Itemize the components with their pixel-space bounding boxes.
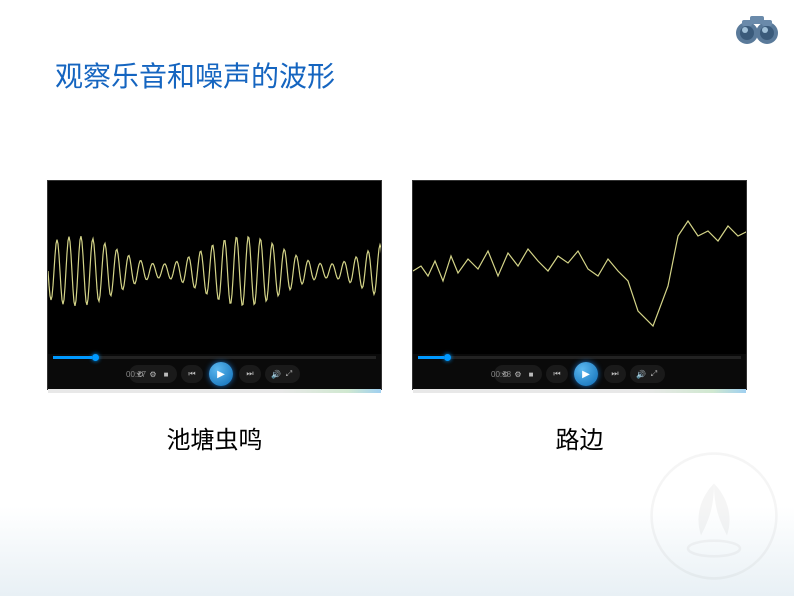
- waveform-display: [48, 181, 381, 356]
- fullscreen-button[interactable]: ⤢: [284, 369, 294, 379]
- prev-button[interactable]: ⏮: [552, 369, 562, 379]
- next-button[interactable]: ⏭: [610, 369, 620, 379]
- time-label: 00:27: [126, 370, 146, 379]
- stop-button[interactable]: ■: [161, 369, 171, 379]
- waveform-display: [413, 181, 746, 356]
- stop-button[interactable]: ■: [526, 369, 536, 379]
- volume-button[interactable]: 🔊: [271, 369, 281, 379]
- panel-caption: 路边: [556, 420, 604, 455]
- binoculars-icon: [732, 8, 782, 48]
- settings-button[interactable]: ⚙: [148, 369, 158, 379]
- waveform-panel-1: 00:38⟲⚙■⏮▶⏭🔊⤢路边: [412, 180, 747, 455]
- progress-bar[interactable]: [418, 356, 741, 359]
- player-controls: 00:27⟲⚙■⏮▶⏭🔊⤢: [48, 354, 381, 389]
- taskbar-strip: [48, 389, 381, 393]
- page-title: 观察乐音和噪声的波形: [55, 55, 335, 95]
- panel-caption: 池塘虫鸣: [167, 420, 263, 455]
- waveform-panel-0: 00:27⟲⚙■⏮▶⏭🔊⤢池塘虫鸣: [47, 180, 382, 455]
- watermark-icon: [649, 451, 779, 581]
- player-controls: 00:38⟲⚙■⏮▶⏭🔊⤢: [413, 354, 746, 389]
- settings-button[interactable]: ⚙: [513, 369, 523, 379]
- waveform-panels: 00:27⟲⚙■⏮▶⏭🔊⤢池塘虫鸣00:38⟲⚙■⏮▶⏭🔊⤢路边: [0, 180, 794, 455]
- media-player: 00:27⟲⚙■⏮▶⏭🔊⤢: [47, 180, 382, 390]
- progress-bar[interactable]: [53, 356, 376, 359]
- prev-button[interactable]: ⏮: [187, 369, 197, 379]
- volume-button[interactable]: 🔊: [636, 369, 646, 379]
- media-player: 00:38⟲⚙■⏮▶⏭🔊⤢: [412, 180, 747, 390]
- play-button[interactable]: ▶: [209, 362, 233, 386]
- play-button[interactable]: ▶: [574, 362, 598, 386]
- taskbar-strip: [413, 389, 746, 393]
- fullscreen-button[interactable]: ⤢: [649, 369, 659, 379]
- next-button[interactable]: ⏭: [245, 369, 255, 379]
- time-label: 00:38: [491, 370, 511, 379]
